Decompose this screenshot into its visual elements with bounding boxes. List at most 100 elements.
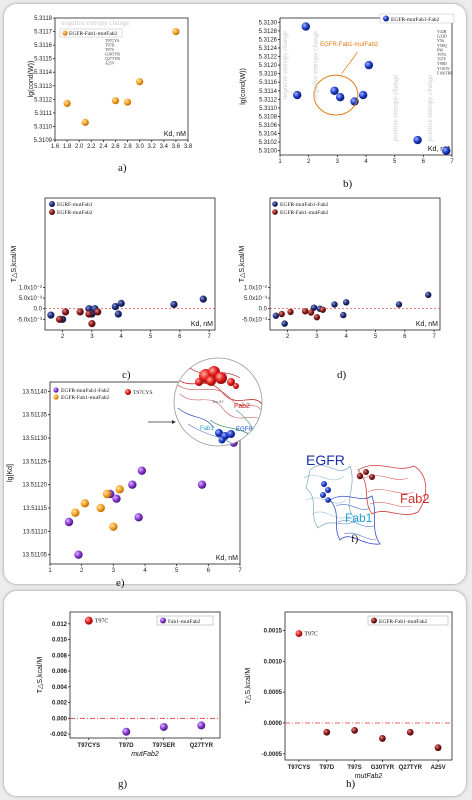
data-point-g-s1-p1	[122, 727, 131, 736]
mutation-label: P96	[437, 47, 443, 52]
chart-d: 2 3 4 5 6 7 -5.0x10⁻³ 0.0 5.0x10⁻³ 1.0x10⁻² Kd, nM…	[239, 197, 441, 340]
x-category-label: G30TYR	[371, 765, 395, 771]
x-category-label: Q27TYR	[399, 765, 423, 771]
data-point-g-s0-p0	[84, 616, 93, 625]
caption-d: d)	[337, 369, 347, 381]
data-point-b-s0-p2	[330, 86, 339, 95]
mutation-label: A25V	[105, 61, 115, 66]
data-point-e-s0-p1	[74, 550, 83, 559]
y-tick-label: 5.3120	[259, 63, 278, 69]
x-tick-label: 3.4	[160, 144, 169, 150]
y-tick-label: 1.0x10⁻²	[244, 285, 267, 291]
y-tick-label: 0.006	[52, 669, 68, 675]
plot-frame-h	[284, 611, 453, 761]
y-tick-label: 0.012	[52, 622, 68, 628]
x-tick-label: 7	[432, 334, 436, 340]
caption-g: g)	[118, 778, 128, 790]
legend-marker	[49, 201, 55, 207]
data-point-h-s1-p2	[351, 727, 358, 734]
vertical-entropy-note: positive entropy change	[426, 75, 434, 143]
y-tick-label: 5.3113	[34, 84, 53, 90]
x-tick-label: 5	[393, 159, 397, 165]
x-tick-label: 2	[61, 334, 65, 340]
data-point-e-s1-p2	[96, 503, 105, 513]
x-tick-label: 2.6	[111, 144, 120, 150]
x-tick-label: 6	[207, 568, 211, 574]
data-point-d-s0-p2	[310, 304, 318, 311]
data-point-h-s1-p3	[379, 735, 386, 742]
data-point-c-s1-p3	[85, 310, 93, 318]
caption-f: f)	[351, 533, 359, 545]
x-tick-label: 3	[315, 334, 319, 340]
y-tick-label: 0.0010	[264, 659, 283, 665]
data-point-c-s0-p0	[47, 311, 55, 319]
data-point-b-s0-p0	[293, 90, 302, 100]
chart-b: 1 2 3 4 5 6 7 5.3100 5.3102 5.3104 5.3106 5.3108 5.3…	[240, 13, 454, 165]
data-point-d-s1-p1	[287, 308, 294, 316]
data-point-e-s0-p5	[134, 513, 143, 522]
lens-label-site: Thr 97	[212, 399, 224, 404]
y-tick-label: 5.3128	[259, 29, 278, 35]
y-tick-label: 5.3117	[34, 30, 53, 36]
legend-label: EGFR-Fab1-mutFab2	[280, 210, 329, 216]
legend-label: EGFR-mutFab1-Fab2	[391, 17, 440, 23]
y-tick-label: 5.3109	[34, 138, 53, 144]
y-tick-label: 5.3102	[259, 140, 278, 146]
y-tick-label: 5.3126	[259, 37, 278, 43]
structure-label-fab2: Fab2	[400, 491, 430, 506]
x-tick-label: 6	[422, 159, 426, 165]
y-tick-label: 5.3100	[259, 149, 278, 155]
legend-marker	[371, 617, 377, 624]
x-tick-label: 3.8	[184, 144, 193, 150]
point-label: T97C	[304, 632, 318, 638]
data-point-d-s0-p8	[425, 291, 432, 299]
x-tick-label: 3.2	[148, 144, 157, 150]
x-category-label: Q27TYR	[190, 743, 214, 749]
data-point-e-s0-p3	[112, 494, 121, 503]
legend-label: EGFR-mutFab2	[57, 210, 93, 216]
y-axis-label: lg(cond(W))	[240, 68, 247, 105]
mutation-label: Y98D	[437, 61, 447, 66]
y-tick-label: 5.3110	[259, 106, 278, 112]
data-point-e-s1-p3	[102, 489, 112, 499]
data-point-a-s0-p4	[136, 78, 144, 86]
legend-marker	[53, 394, 59, 400]
annotation-label: EGFR-Fab1-mutFab2	[320, 42, 379, 48]
structure-label-fab1: Fab1	[345, 511, 373, 525]
y-tick-label: 5.3114	[259, 89, 278, 95]
data-point-d-s0-p4	[331, 301, 338, 308]
data-point-d-s0-p6	[343, 299, 350, 306]
y-tick-label: 0.008	[52, 653, 68, 659]
mutation-label: Y101W	[437, 66, 450, 71]
data-point-g-s1-p3	[197, 721, 206, 730]
y-tick-label: 0.010	[52, 638, 68, 644]
data-point-c-s0-p5	[111, 302, 119, 311]
vertical-entropy-note: positive entropy change	[392, 75, 400, 143]
legend-box	[367, 615, 449, 626]
data-point-e-s1-p0	[71, 508, 80, 517]
mutation-label: T97P	[437, 57, 446, 62]
y-tick-label: 5.3104	[259, 132, 278, 138]
y-tick-label: 5.3106	[259, 123, 278, 129]
x-tick-label: 3.6	[172, 144, 181, 150]
y-tick-label: 5.0x10⁻³	[244, 296, 267, 302]
y-tick-label: 0.000	[52, 716, 68, 722]
legend-marker	[272, 209, 278, 215]
mutation-label: G30TYR	[105, 52, 120, 57]
legend-label: EGFR-Fab1-mutFab2	[379, 619, 428, 625]
structure-image-f: EGFR Fab2 Fab1	[303, 452, 430, 545]
structure-label-egfr: EGFR	[306, 452, 345, 468]
data-point-g-s1-p2	[159, 722, 168, 731]
lens-label-fab2: Fab2	[234, 403, 250, 410]
data-point-e-s1-p4	[109, 522, 118, 531]
legend-label: EGFR-Fab1-mutFab2	[61, 395, 110, 401]
plot-frame-g	[69, 611, 221, 739]
plot-frame-c	[44, 197, 216, 331]
y-tick-label: -5.0x10⁻³	[242, 317, 267, 323]
x-tick-label: 1.8	[63, 144, 72, 150]
x-tick-label: 7	[207, 334, 211, 340]
y-tick-label: 5.3111	[35, 111, 53, 117]
y-axis-label: lg[Kd]	[7, 464, 14, 482]
x-tick-label: 3.0	[135, 144, 144, 150]
